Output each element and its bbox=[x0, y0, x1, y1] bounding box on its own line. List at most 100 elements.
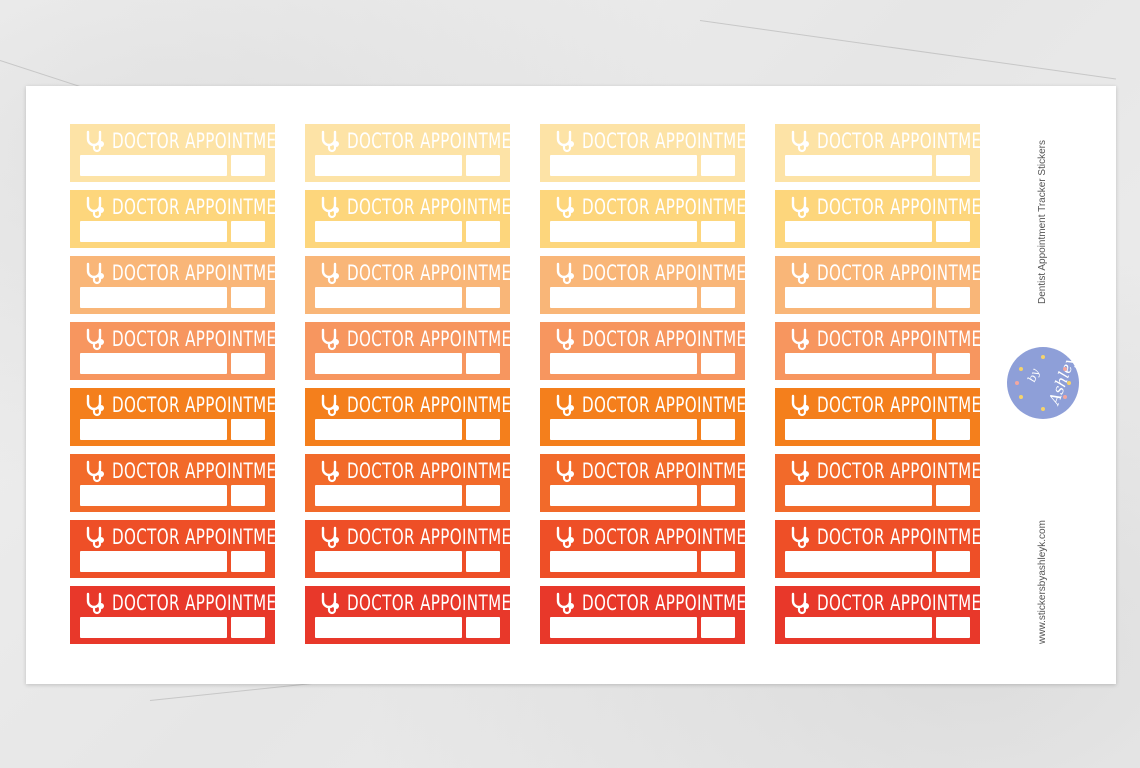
write-in-box bbox=[550, 287, 697, 308]
sticker: DOCTOR APPOINTMENT bbox=[540, 520, 767, 578]
sticker-label: DOCTOR APPOINTMENT bbox=[582, 591, 768, 615]
sticker-label: DOCTOR APPOINTMENT bbox=[347, 393, 533, 417]
sticker-label: DOCTOR APPOINTMENT bbox=[582, 393, 768, 417]
stethoscope-icon bbox=[556, 328, 574, 351]
write-in-box bbox=[315, 485, 462, 506]
write-in-box bbox=[550, 551, 697, 572]
time-box bbox=[936, 485, 970, 506]
time-box bbox=[231, 551, 265, 572]
time-box bbox=[466, 485, 500, 506]
time-box bbox=[466, 221, 500, 242]
write-in-box bbox=[785, 419, 932, 440]
time-box bbox=[701, 353, 735, 374]
sticker-label: DOCTOR APPOINTMENT bbox=[582, 459, 768, 483]
write-in-box bbox=[315, 551, 462, 572]
time-box bbox=[466, 551, 500, 572]
time-box bbox=[701, 221, 735, 242]
stethoscope-icon bbox=[556, 394, 574, 417]
sticker: DOCTOR APPOINTMENT bbox=[540, 388, 767, 446]
product-title: Dentist Appointment Tracker Stickers bbox=[1037, 140, 1048, 304]
stethoscope-icon bbox=[556, 262, 574, 285]
stethoscope-icon bbox=[556, 526, 574, 549]
time-box bbox=[936, 155, 970, 176]
time-box bbox=[231, 155, 265, 176]
time-box bbox=[936, 551, 970, 572]
time-box bbox=[701, 287, 735, 308]
sticker-label: DOCTOR APPOINTMENT bbox=[347, 591, 533, 615]
sticker: DOCTOR APPOINTMENT bbox=[70, 586, 297, 644]
sticker-label: DOCTOR APPOINTMENT bbox=[582, 261, 768, 285]
marble-vein bbox=[699, 20, 1116, 80]
stethoscope-icon bbox=[791, 328, 809, 351]
sticker-label: DOCTOR APPOINTMENT bbox=[112, 261, 298, 285]
write-in-box bbox=[315, 287, 462, 308]
time-box bbox=[466, 155, 500, 176]
write-in-box bbox=[80, 353, 227, 374]
write-in-box bbox=[80, 617, 227, 638]
sticker: DOCTOR APPOINTMENT bbox=[775, 586, 1002, 644]
write-in-box bbox=[550, 419, 697, 440]
sticker-label: DOCTOR APPOINTMENT bbox=[347, 129, 533, 153]
time-box bbox=[701, 551, 735, 572]
time-box bbox=[936, 617, 970, 638]
sticker: DOCTOR APPOINTMENT bbox=[775, 388, 1002, 446]
sticker-label: DOCTOR APPOINTMENT bbox=[817, 261, 1003, 285]
time-box bbox=[936, 419, 970, 440]
sticker-label: DOCTOR APPOINTMENT bbox=[817, 459, 1003, 483]
write-in-box bbox=[315, 221, 462, 242]
sticker: DOCTOR APPOINTMENT bbox=[775, 454, 1002, 512]
sticker: DOCTOR APPOINTMENT bbox=[70, 388, 297, 446]
time-box bbox=[231, 287, 265, 308]
time-box bbox=[231, 221, 265, 242]
stethoscope-icon bbox=[791, 394, 809, 417]
stethoscope-icon bbox=[321, 394, 339, 417]
time-box bbox=[701, 485, 735, 506]
sticker-label: DOCTOR APPOINTMENT bbox=[112, 195, 298, 219]
write-in-box bbox=[315, 155, 462, 176]
website-url: www.stickersbyashleyk.com bbox=[1037, 520, 1048, 644]
ashleyk-logo: by Ashley bbox=[1007, 347, 1079, 419]
stethoscope-icon bbox=[321, 130, 339, 153]
time-box bbox=[231, 485, 265, 506]
sticker: DOCTOR APPOINTMENT bbox=[775, 256, 1002, 314]
sticker-label: DOCTOR APPOINTMENT bbox=[582, 129, 768, 153]
stethoscope-icon bbox=[791, 262, 809, 285]
sticker: DOCTOR APPOINTMENT bbox=[305, 520, 532, 578]
write-in-box bbox=[785, 617, 932, 638]
sticker: DOCTOR APPOINTMENT bbox=[305, 124, 532, 182]
sticker: DOCTOR APPOINTMENT bbox=[305, 322, 532, 380]
stethoscope-icon bbox=[321, 460, 339, 483]
sticker-label: DOCTOR APPOINTMENT bbox=[817, 525, 1003, 549]
sticker-label: DOCTOR APPOINTMENT bbox=[347, 327, 533, 351]
sticker: DOCTOR APPOINTMENT bbox=[540, 322, 767, 380]
write-in-box bbox=[80, 485, 227, 506]
stethoscope-icon bbox=[86, 262, 104, 285]
stethoscope-icon bbox=[86, 130, 104, 153]
sticker-label: DOCTOR APPOINTMENT bbox=[112, 327, 298, 351]
time-box bbox=[466, 419, 500, 440]
sticker-label: DOCTOR APPOINTMENT bbox=[112, 129, 298, 153]
sticker: DOCTOR APPOINTMENT bbox=[305, 256, 532, 314]
write-in-box bbox=[550, 617, 697, 638]
write-in-box bbox=[550, 155, 697, 176]
time-box bbox=[231, 353, 265, 374]
sticker-label: DOCTOR APPOINTMENT bbox=[112, 591, 298, 615]
stethoscope-icon bbox=[791, 526, 809, 549]
sticker: DOCTOR APPOINTMENT bbox=[540, 124, 767, 182]
write-in-box bbox=[80, 221, 227, 242]
write-in-box bbox=[550, 485, 697, 506]
sticker: DOCTOR APPOINTMENT bbox=[305, 586, 532, 644]
time-box bbox=[701, 617, 735, 638]
write-in-box bbox=[80, 419, 227, 440]
time-box bbox=[466, 353, 500, 374]
time-box bbox=[466, 617, 500, 638]
stethoscope-icon bbox=[86, 526, 104, 549]
sticker-label: DOCTOR APPOINTMENT bbox=[817, 195, 1003, 219]
stethoscope-icon bbox=[791, 592, 809, 615]
stethoscope-icon bbox=[556, 592, 574, 615]
sticker-label: DOCTOR APPOINTMENT bbox=[817, 591, 1003, 615]
sticker: DOCTOR APPOINTMENT bbox=[775, 520, 1002, 578]
time-box bbox=[701, 419, 735, 440]
time-box bbox=[231, 617, 265, 638]
sticker: DOCTOR APPOINTMENT bbox=[775, 190, 1002, 248]
